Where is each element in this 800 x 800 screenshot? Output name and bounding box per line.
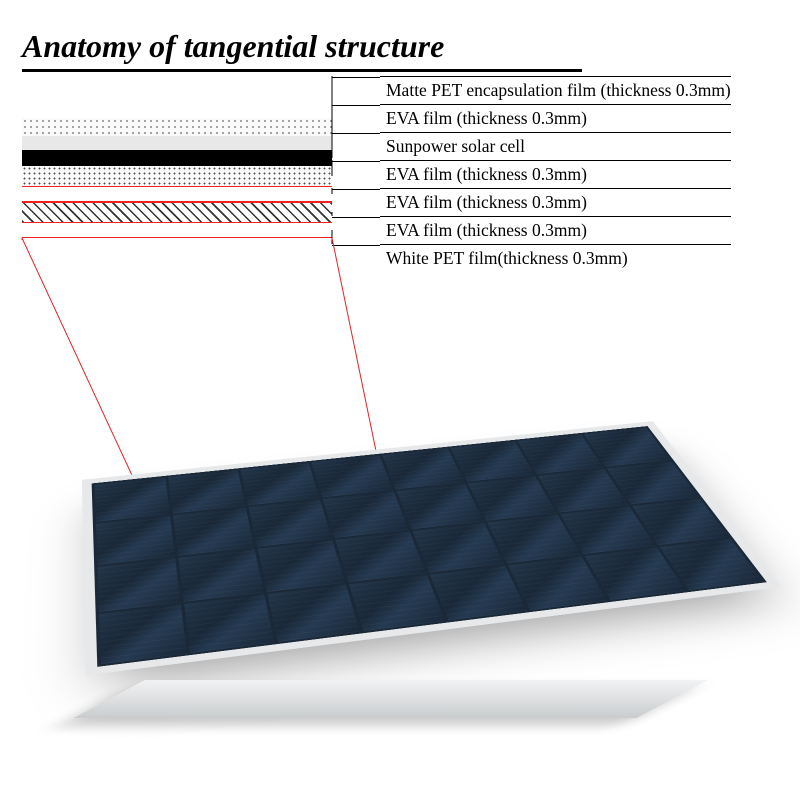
solar-cell bbox=[96, 515, 175, 564]
solar-panel bbox=[90, 360, 730, 740]
solar-panel-frame bbox=[82, 421, 781, 675]
layer-matte-pet bbox=[22, 118, 332, 136]
layer-eva-2 bbox=[22, 166, 332, 186]
solar-cell bbox=[97, 558, 180, 612]
label-text: Matte PET encapsulation film (thickness … bbox=[386, 80, 731, 101]
solar-cell bbox=[396, 484, 483, 529]
label-text: EVA film (thickness 0.3mm) bbox=[386, 108, 587, 129]
label-text: Sunpower solar cell bbox=[386, 136, 525, 157]
solar-cell bbox=[184, 594, 275, 653]
page-title: Anatomy of tangential structure bbox=[22, 28, 582, 72]
solar-cell bbox=[268, 584, 361, 642]
label-eva-3: EVA film (thickness 0.3mm) bbox=[380, 188, 731, 216]
solar-panel-grid bbox=[92, 426, 767, 667]
layer-eva-4 bbox=[22, 202, 332, 222]
solar-cell bbox=[258, 540, 346, 592]
label-sunpower: Sunpower solar cell bbox=[380, 132, 731, 160]
solar-cell bbox=[95, 477, 170, 522]
solar-cell bbox=[168, 470, 245, 514]
label-text: EVA film (thickness 0.3mm) bbox=[386, 220, 587, 241]
label-white-pet: White PET film(thickness 0.3mm) bbox=[380, 244, 731, 272]
layer-eva-3 bbox=[22, 186, 332, 202]
solar-cell bbox=[241, 462, 320, 505]
solar-cell bbox=[312, 455, 393, 497]
label-text: EVA film (thickness 0.3mm) bbox=[386, 164, 587, 185]
solar-cell bbox=[323, 491, 408, 537]
label-matte-pet: Matte PET encapsulation film (thickness … bbox=[380, 76, 731, 104]
layer-sunpower bbox=[22, 150, 332, 166]
layer-white-pet bbox=[22, 222, 332, 238]
solar-cell bbox=[336, 531, 426, 582]
solar-cell bbox=[249, 499, 332, 546]
solar-cell bbox=[349, 575, 444, 632]
solar-cell bbox=[382, 448, 464, 490]
layer-labels: Matte PET encapsulation film (thickness … bbox=[380, 76, 731, 272]
label-eva-2: EVA film (thickness 0.3mm) bbox=[380, 160, 731, 188]
solar-cell bbox=[178, 548, 264, 601]
layer-eva-1 bbox=[22, 136, 332, 150]
solar-cell bbox=[99, 604, 187, 664]
label-text: EVA film (thickness 0.3mm) bbox=[386, 192, 587, 213]
layer-stack-diagram bbox=[22, 118, 332, 238]
label-text: White PET film(thickness 0.3mm) bbox=[386, 248, 628, 269]
solar-cell bbox=[173, 507, 254, 555]
label-eva-4: EVA film (thickness 0.3mm) bbox=[380, 216, 731, 244]
solar-panel-edge bbox=[74, 680, 709, 718]
label-eva-1: EVA film (thickness 0.3mm) bbox=[380, 104, 731, 132]
